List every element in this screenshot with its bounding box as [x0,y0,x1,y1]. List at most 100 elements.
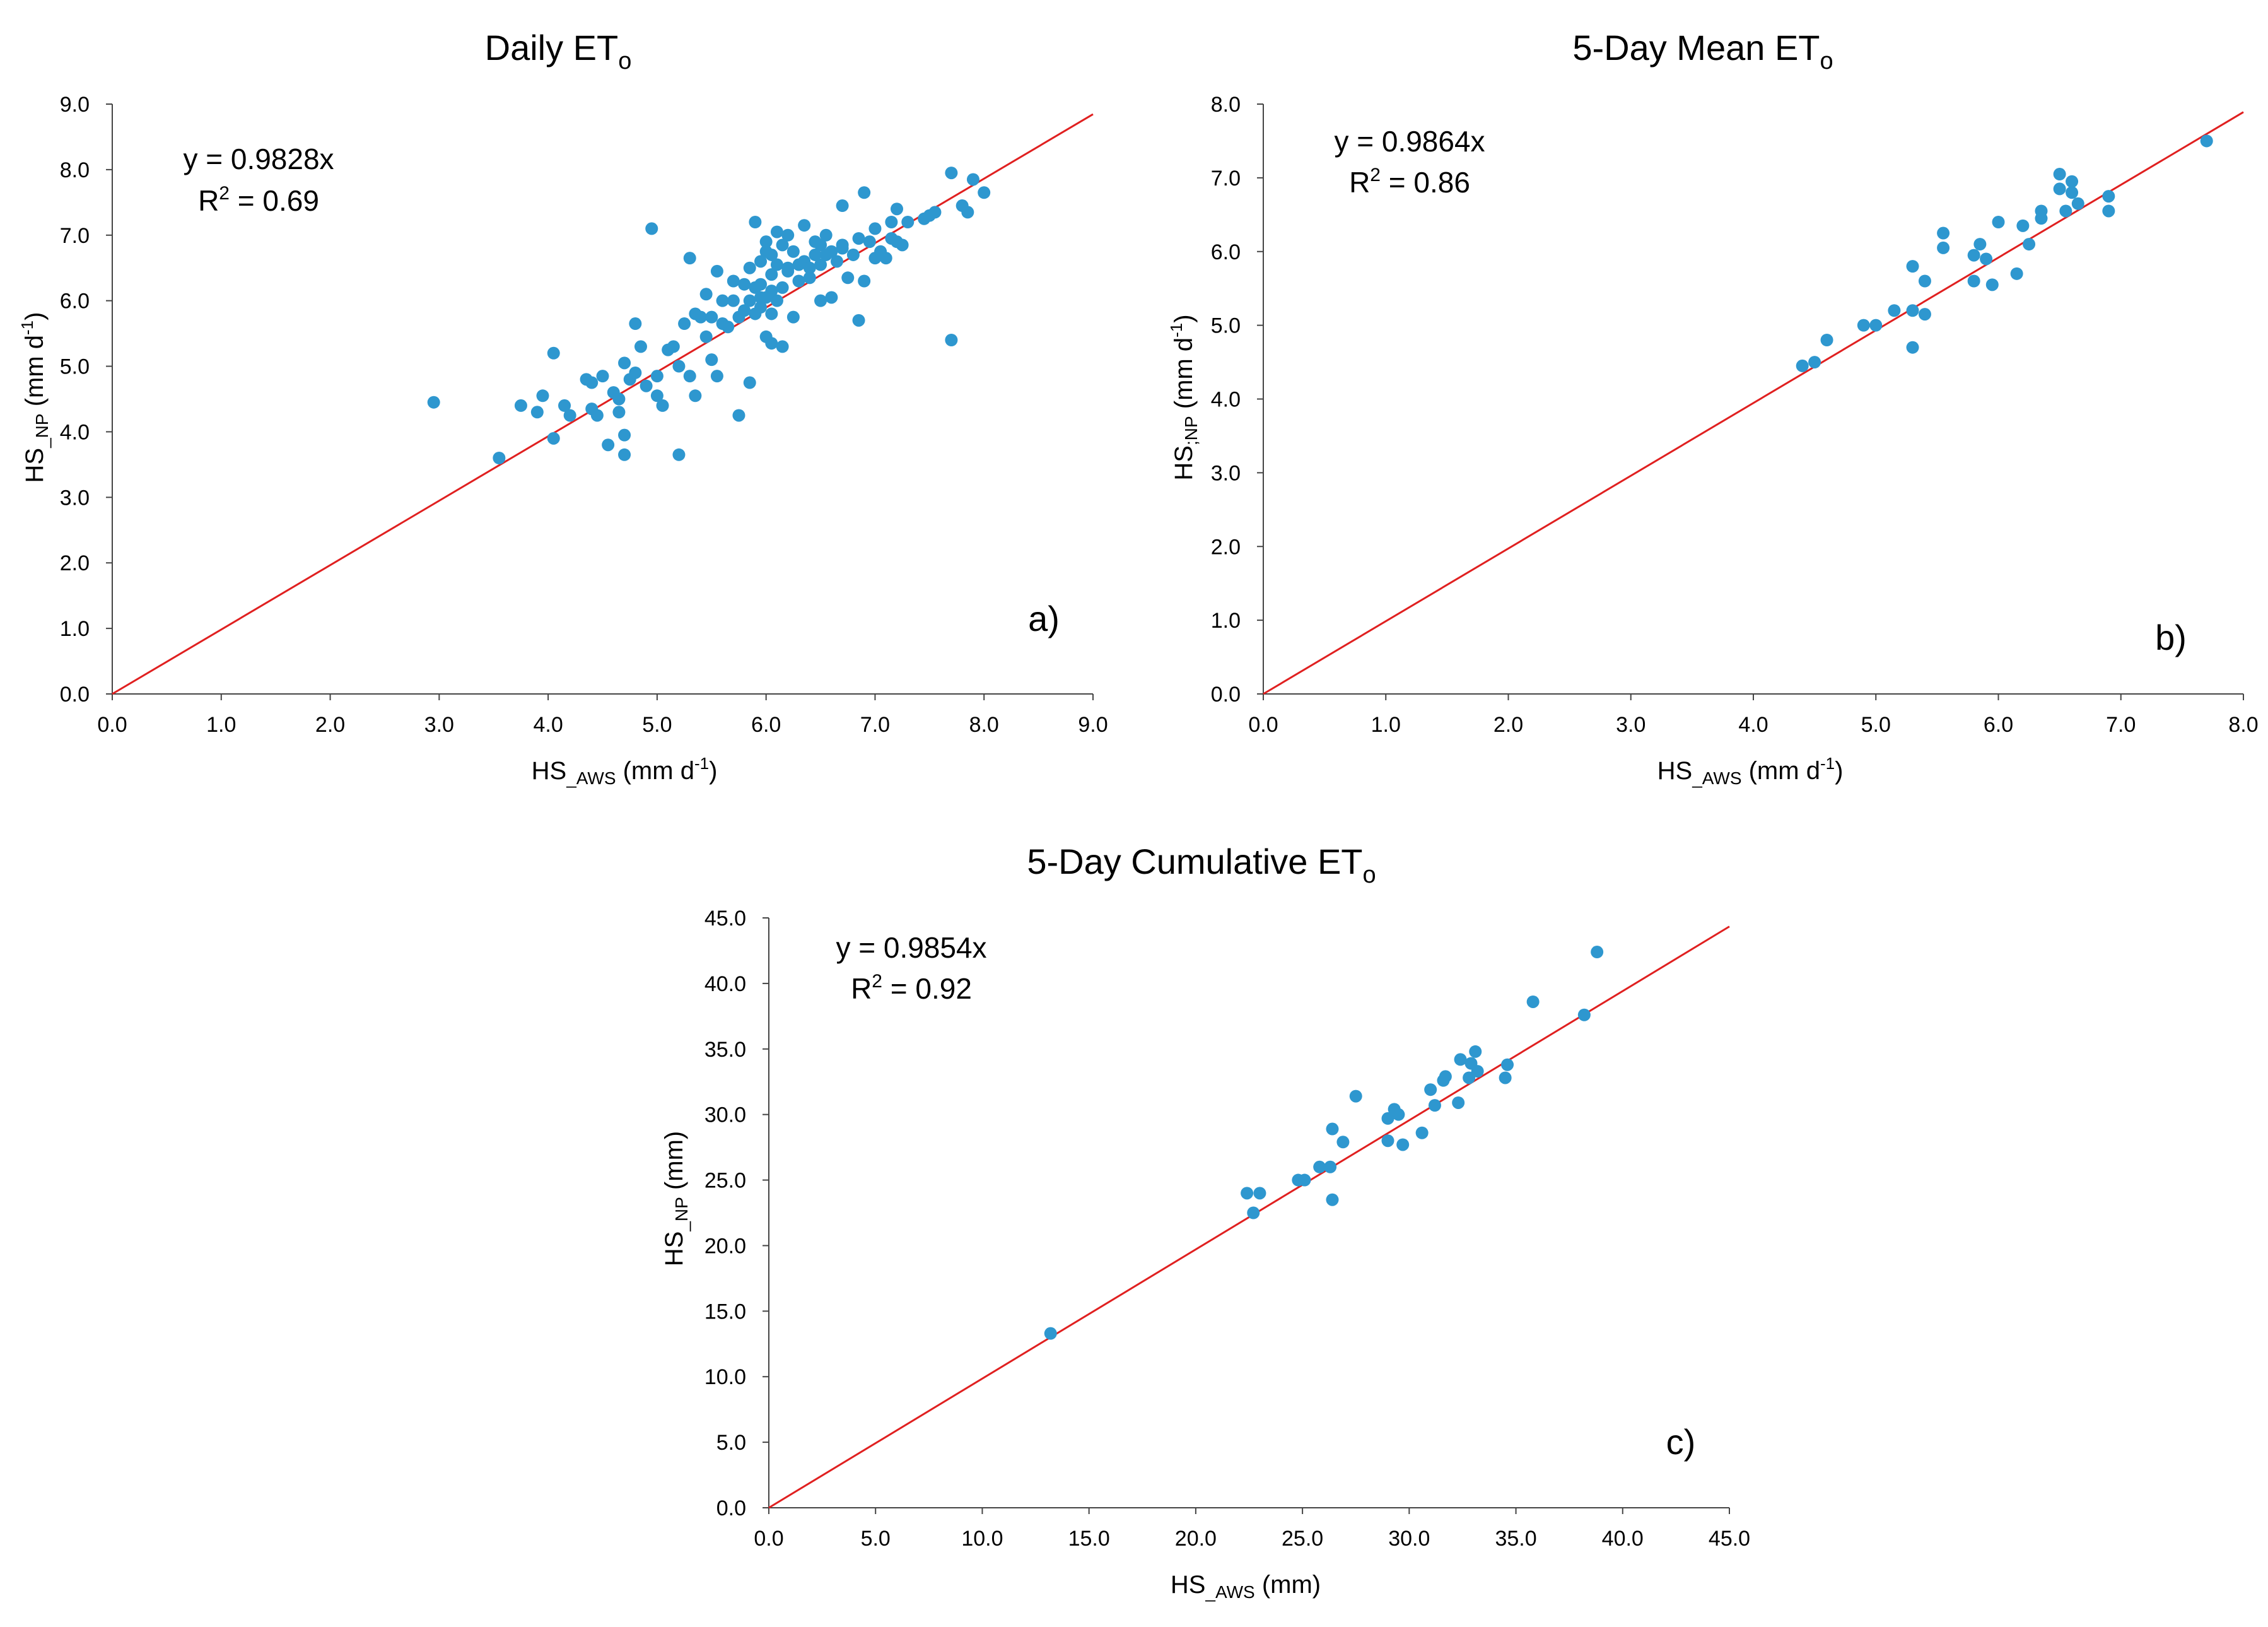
x-tick-label: 25.0 [1282,1527,1323,1551]
data-point [672,448,686,461]
data-point [765,307,778,320]
data-point [1591,946,1604,959]
data-point [618,356,631,370]
data-point [798,219,811,232]
data-point [727,294,740,307]
x-tick-label: 5.0 [642,713,672,737]
y-tick-label: 8.0 [60,158,90,182]
x-tick-label: 6.0 [1984,713,2013,737]
data-point [683,370,696,383]
data-point [694,310,707,324]
data-point [618,448,631,461]
data-point [868,222,882,235]
y-tick-label: 2.0 [60,551,90,575]
data-point [1298,1173,1311,1187]
data-point [1326,1122,1339,1136]
x-tick-label: 7.0 [2106,713,2136,737]
x-tick-label: 40.0 [1602,1527,1644,1551]
data-point [858,274,871,288]
data-point [770,294,783,307]
chart-title: 5-Day Mean ETo [1572,28,1833,74]
data-point [901,216,915,228]
x-tick-label: 30.0 [1388,1527,1430,1551]
data-point [852,232,865,245]
y-tick-label: 7.0 [1211,167,1241,191]
data-point [710,264,723,278]
y-tick-label: 2.0 [1211,535,1241,559]
x-tick-label: 8.0 [969,713,999,737]
y-tick-label: 4.0 [1211,388,1241,412]
data-point [825,291,838,304]
data-point [1253,1187,1266,1200]
data-point [1967,249,1980,262]
y-tick-label: 0.0 [1211,683,1241,707]
y-axis-label: HS;NP (mm d-1) [1167,314,1201,480]
data-point [966,173,979,186]
data-point [2053,182,2066,196]
chart-5-day-cumulative-eto: 5-Day Cumulative ETo y = 0.9854x R2 = 0.… [660,842,1750,1602]
data-point [716,294,729,307]
data-point [754,301,768,314]
data-point [596,370,609,383]
data-point [1326,1193,1339,1206]
data-point [1324,1160,1337,1173]
data-point [743,376,756,389]
panel-label: a) [1028,599,1060,638]
data-point [738,304,751,317]
x-tick-label: 6.0 [751,713,781,737]
x-tick-label: 4.0 [533,713,563,737]
data-point [765,268,778,281]
data-point [928,206,942,219]
chart-title: Daily ETo [485,28,632,74]
data-point [885,216,898,228]
x-tick-label: 3.0 [1616,713,1645,737]
data-point [1869,319,1883,332]
data-point [1820,334,1833,346]
data-point [678,317,691,331]
data-point [759,235,773,249]
x-tick-label: 4.0 [1738,713,1768,737]
y-tick-label: 25.0 [704,1169,746,1193]
data-point [754,291,768,304]
data-point [879,252,892,265]
data-point [629,317,642,331]
data-point [754,255,768,268]
data-point [1973,238,1987,251]
data-point [743,261,756,274]
data-point [781,264,795,278]
x-tick-label: 0.0 [754,1527,783,1551]
data-point [1439,1070,1452,1083]
data-point [803,271,816,285]
panel-label: c) [1666,1422,1696,1462]
data-point [945,167,958,180]
data-point [493,452,506,464]
panel-label: b) [2155,618,2187,657]
data-point [1501,1058,1514,1071]
data-point [1469,1045,1482,1058]
data-point [836,199,849,213]
data-point [1906,304,1919,317]
data-point [2023,238,2036,251]
y-tick-label: 3.0 [60,486,90,510]
y-tick-label: 20.0 [704,1234,746,1258]
chart-5-day-mean-eto: 5-Day Mean ETo y = 0.9864x R2 = 0.86 b) … [1167,28,2259,788]
data-point [1577,1008,1591,1021]
data-point [1808,356,1821,369]
data-point [727,274,740,288]
data-point [852,314,865,327]
data-point [1937,226,1950,240]
data-point [814,294,827,307]
data-point [961,206,974,219]
y-axis-label: HS_NP (mm) [660,1131,691,1266]
x-axis-label: HS_AWS (mm d-1) [1657,754,1844,788]
data-point [1796,359,1809,372]
data-point [2102,204,2115,218]
data-point [590,409,604,422]
data-point [978,186,991,199]
data-point [650,370,663,383]
data-point [776,340,789,353]
data-point [683,252,696,265]
x-tick-label: 5.0 [1861,713,1891,737]
chart-daily-eto: Daily ETo y = 0.9828x R2 = 0.69 a) HS_AW… [18,28,1108,788]
trendline [1263,111,2244,695]
